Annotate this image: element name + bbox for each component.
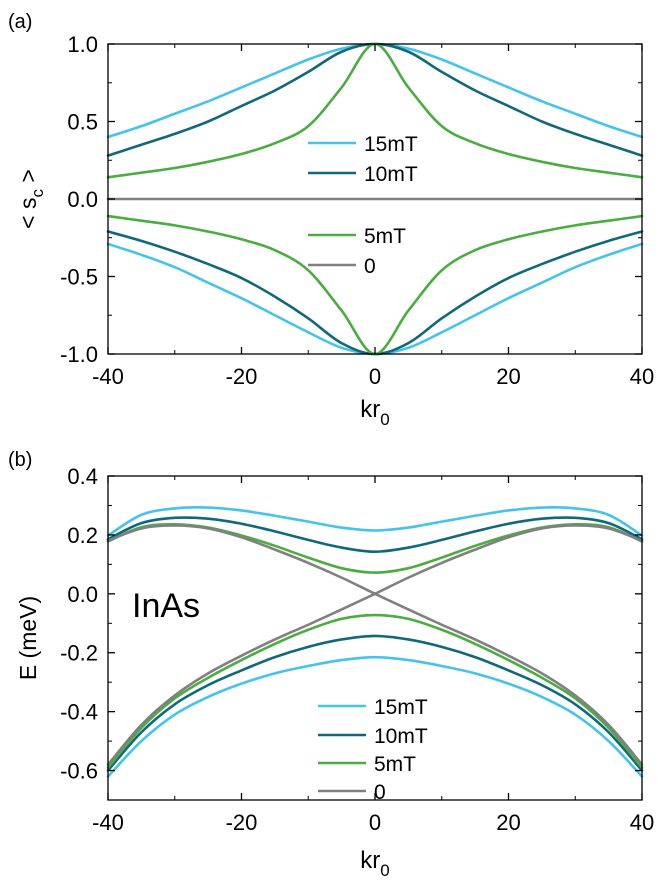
series-line-10mt-lower-values: [106, 634, 644, 772]
series-line-0-lower-values: [106, 524, 644, 766]
x-tick-label: 40: [630, 364, 654, 389]
series-line-15mt-lower-values: [106, 655, 644, 778]
x-axis-label: kr0: [360, 847, 389, 880]
x-axis-label-sub: 0: [380, 410, 389, 429]
legend-label-10mt: 10mT: [374, 725, 428, 748]
y-tick-label: -0.6: [60, 759, 98, 784]
y-tick-label: 0.4: [67, 464, 98, 489]
series-line-10mt-values: [106, 516, 644, 553]
y-axis-label-sub: c: [28, 189, 47, 198]
series-line-10mt-mirror-values: [106, 230, 644, 356]
legend: 15mT 10mT 5mT 0: [308, 133, 418, 278]
panel-label: (a): [8, 11, 32, 33]
panel-b: -40 -20 0 20 400.40.20.0-0.2-0.4-0.6(b)kr0E …: [8, 449, 654, 880]
x-axis-label: kr0: [360, 396, 389, 429]
y-tick-label: -0.4: [60, 700, 98, 725]
legend-label-15mt: 15mT: [374, 696, 428, 719]
legend-label-5mt: 5mT: [374, 753, 416, 776]
y-tick-label: 1.0: [67, 32, 98, 57]
x-axis-label-sub: 0: [380, 861, 389, 880]
legend-label-0: 0: [374, 781, 386, 804]
y-tick-label: -0.5: [60, 265, 98, 290]
material-annotation: InAs: [132, 587, 200, 625]
x-tick-label: 20: [496, 364, 520, 389]
legend: 15mT 10mT 5mT 0: [318, 696, 428, 804]
legend-label-15mt: 15mT: [364, 133, 418, 156]
x-tick-label: 40: [630, 810, 654, 835]
x-tick-label: -20: [226, 810, 258, 835]
x-tick-label: -20: [226, 364, 258, 389]
y-tick-label: -0.2: [60, 641, 98, 666]
series-line-15mt-values: [106, 506, 644, 537]
series-lines: [106, 506, 644, 778]
panel-label: (b): [8, 449, 32, 471]
x-tick-label: 0: [369, 364, 381, 389]
series-line-5mt-lower-values: [106, 613, 644, 769]
y-axis-label: < sc >: [15, 169, 47, 229]
legend-label-5mt: 5mT: [364, 225, 406, 248]
x-axis-label-main: kr: [360, 396, 380, 423]
series-lines: [106, 42, 644, 356]
y-tick-label: 0.2: [67, 523, 98, 548]
y-axis-label-tail: >: [15, 169, 41, 189]
y-axis-label: E (meV): [15, 596, 41, 680]
y-tick-label: 0.0: [67, 187, 98, 212]
y-axis-label-main: E (meV): [15, 596, 41, 680]
y-tick-label: 0.0: [67, 582, 98, 607]
x-axis-label-main: kr: [360, 847, 380, 874]
legend-label-10mt: 10mT: [364, 163, 418, 186]
panel-a: -40 -20 0 20 401.00.50.0-0.5-1.0(a)kr0< sc >…: [8, 11, 654, 429]
y-tick-label: 0.5: [67, 110, 98, 135]
series-line-15mt-values: [106, 42, 644, 139]
y-tick-label: -1.0: [60, 342, 98, 367]
series-line-5mt-values: [106, 42, 644, 179]
x-tick-label: -40: [92, 810, 124, 835]
x-tick-label: 0: [369, 810, 381, 835]
x-tick-label: 20: [496, 810, 520, 835]
x-tick-label: -40: [92, 364, 124, 389]
legend-label-0: 0: [364, 255, 376, 278]
y-axis-label-main: < s: [15, 198, 41, 229]
